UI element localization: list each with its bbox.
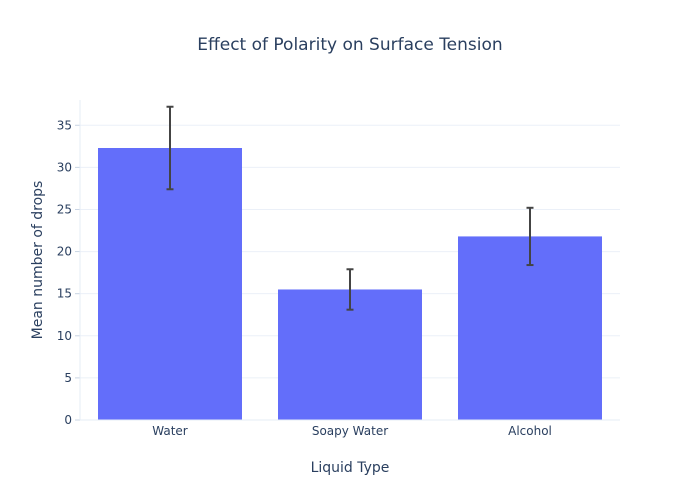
y-axis-title: Mean number of drops <box>30 181 46 340</box>
y-tick-label: 0 <box>64 413 72 427</box>
error-bar-layer <box>166 105 534 311</box>
y-tick-label: 30 <box>57 160 72 174</box>
chart-title: Effect of Polarity on Surface Tension <box>197 35 502 55</box>
x-axis-title: Liquid Type <box>311 460 390 476</box>
bar-layer <box>98 148 602 420</box>
bar-alcohol <box>458 236 602 420</box>
x-tick-label: Water <box>152 424 188 438</box>
bar-water <box>98 148 242 420</box>
y-tick-label: 5 <box>64 371 72 385</box>
y-tick-label: 25 <box>57 202 72 216</box>
axis-layer: 0 5 10 15 20 25 30 35 Water Soapy Water Alcohol <box>57 100 620 438</box>
y-tick-label: 35 <box>57 118 72 132</box>
x-tick-label: Alcohol <box>508 424 552 438</box>
x-tick-label: Soapy Water <box>312 424 388 438</box>
y-tick-label: 20 <box>57 245 72 259</box>
y-tick-label: 15 <box>57 287 72 301</box>
bar-soapy-water <box>278 289 422 420</box>
y-tick-label: 10 <box>57 329 72 343</box>
